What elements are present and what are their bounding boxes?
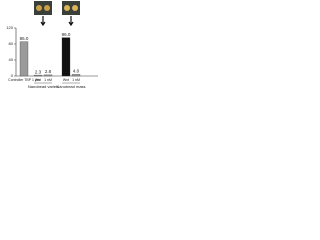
bead [64,5,70,11]
arrow [68,16,74,27]
bar [33,74,43,77]
value-label: 2.3 [35,69,42,74]
bar [19,41,29,77]
photo [34,1,52,15]
x-tick-label: Controller TBP 1 μm [8,78,40,82]
value-label: 4.0 [73,69,80,74]
x-tick-label: Wnt [35,78,41,82]
y-tick-label: 0 [11,73,14,78]
x-tick-label: 1 nM [44,78,52,82]
y-tick-label: 80 [9,41,14,46]
arrow [40,16,46,27]
group-label: Nanobead varies [28,84,58,89]
bar [71,74,81,77]
y-tick-label: 40 [9,57,14,62]
value-label: 96.0 [62,32,71,37]
group-label: Nanobead mass [56,84,85,89]
x-tick-label: 1 nM [72,78,80,82]
x-tick-label: Wnt [63,78,69,82]
bead [72,5,78,11]
value-label: 2.8 [45,69,52,74]
bar [43,74,53,77]
y-tick-label: 120 [6,25,13,30]
chart: 0 40 80 120 86.0 Controller TBP 1 μm 2.3 Wnt 2.8… [6,1,98,89]
bead [44,5,50,11]
bar [61,37,71,77]
photos [34,1,80,27]
value-label: 86.0 [20,36,29,41]
photo [62,1,80,15]
bead [36,5,42,11]
